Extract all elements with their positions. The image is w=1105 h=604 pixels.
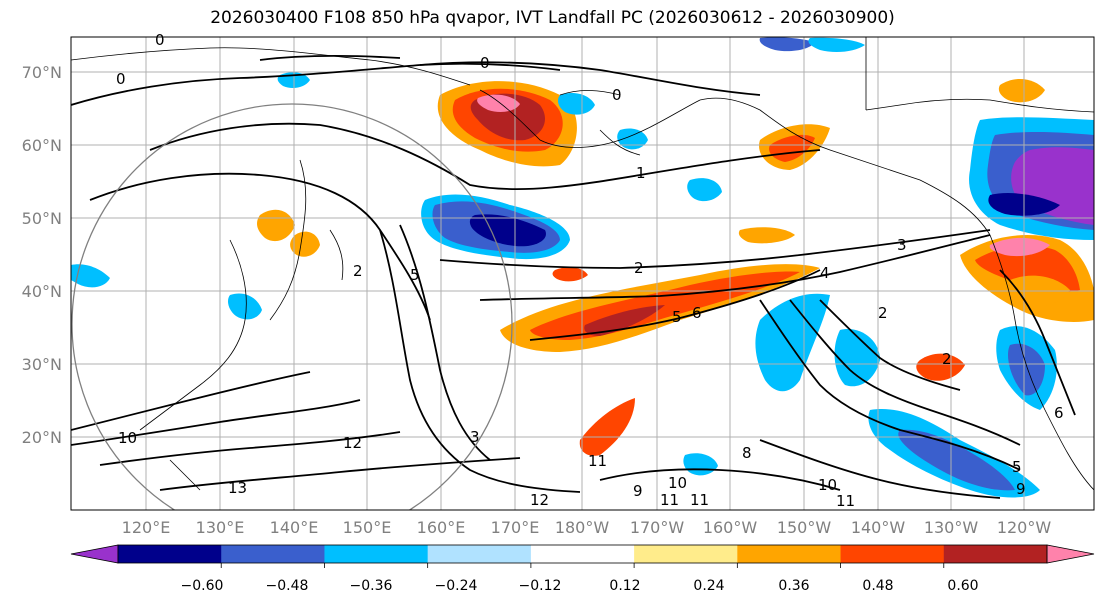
colorbar-min-extension (70, 544, 119, 564)
contour-label: 12 (530, 491, 549, 509)
colorbar-tick-label: 0.24 (693, 578, 724, 594)
lon-label: 170°E (491, 518, 540, 537)
contour-label: 9 (633, 482, 643, 500)
contour-label: 3 (470, 428, 480, 446)
graticule (71, 37, 1094, 510)
contour-label: 2 (353, 262, 363, 280)
colorbar-tick-label: −0.36 (350, 578, 393, 594)
colorbar-segment (427, 545, 532, 563)
contour-label: 0 (116, 70, 126, 88)
colorbar-frame (117, 544, 1048, 564)
longitude-labels: 120°E 130°E 140°E 150°E 160°E 170°E 180°… (122, 518, 1052, 537)
lon-label: 120°W (997, 518, 1052, 537)
colorbar-tick-label: 0.48 (862, 578, 893, 594)
colorbar-segment (737, 545, 842, 563)
colorbar-tick-label: 0.12 (609, 578, 640, 594)
lat-label-60n: 60°N (22, 136, 62, 155)
contour-label: 0 (155, 31, 165, 49)
colorbar-segment (324, 545, 429, 563)
colorbar-segment (943, 545, 1048, 563)
contour-label: 6 (692, 304, 702, 322)
contour-label: 8 (742, 444, 752, 462)
contour-label: 12 (343, 434, 362, 452)
lat-label-30n: 30°N (22, 355, 62, 374)
map-frame (70, 36, 1095, 511)
lon-label: 130°E (196, 518, 245, 537)
colorbar-segment (530, 545, 635, 563)
colorbar-tick-label: 0.36 (778, 578, 809, 594)
contour-label: 6 (1054, 404, 1064, 422)
contour-label: 0 (480, 54, 490, 72)
lon-label: 140°E (270, 518, 319, 537)
colorbar-segment (118, 545, 222, 563)
lon-label: 120°E (122, 518, 171, 537)
contour-label: 9 (1016, 480, 1026, 498)
contour-label: 2 (942, 350, 952, 368)
colorbar-segment (840, 545, 945, 563)
latitude-labels: 70°N 60°N 50°N 40°N 30°N 20°N (22, 63, 62, 447)
lon-label: 140°W (851, 518, 906, 537)
contour-label: 4 (820, 264, 830, 282)
lon-label: 160°E (417, 518, 466, 537)
colorbar-segment (634, 545, 738, 563)
colorbar-tick-label: −0.12 (519, 578, 562, 594)
contour-label: 2 (878, 304, 888, 322)
colorbar-ticks (220, 563, 945, 568)
contour-label: 1 (636, 164, 646, 182)
contour-label: 10 (118, 429, 137, 447)
lon-label: 180°W (555, 518, 610, 537)
contour-label: 11 (836, 492, 855, 510)
lon-label: 130°W (924, 518, 979, 537)
map-title: 2026030400 F108 850 hPa qvapor, IVT Land… (210, 8, 895, 28)
landfall-region-circle (71, 103, 513, 510)
colorbar-tick-label: −0.48 (266, 578, 309, 594)
colorbar-tick-label: 0.60 (947, 578, 978, 594)
lon-label: 170°W (630, 518, 685, 537)
contour-label: 5 (410, 266, 420, 284)
contour-label: 11 (660, 491, 679, 509)
contour-label: 2 (634, 259, 644, 277)
lon-label: 160°W (703, 518, 758, 537)
contour-label: 5 (1012, 458, 1022, 476)
lon-label: 150°E (343, 518, 392, 537)
contour-label: 11 (690, 491, 709, 509)
contour-label: 10 (818, 476, 837, 494)
contour-label: 10 (668, 474, 687, 492)
colorbar-tick-labels: −0.60 −0.48 −0.36 −0.24 −0.12 0.12 0.24 … (181, 578, 979, 594)
contour-label: 5 (672, 308, 682, 326)
lat-label-20n: 20°N (22, 428, 62, 447)
lon-label: 150°W (777, 518, 832, 537)
colorbar-segment (221, 545, 325, 563)
lat-label-40n: 40°N (22, 282, 62, 301)
negative-anomaly-regions (71, 37, 1094, 498)
contour-label-group: 0 0 0 0 1 2 2 3 4 5 6 2 2 3 5 10 12 13 1… (116, 31, 1064, 510)
contour-label: 0 (612, 86, 622, 104)
contour-label: 11 (588, 452, 607, 470)
lat-label-70n: 70°N (22, 63, 62, 82)
colorbar-segments (118, 545, 1048, 563)
lat-label-50n: 50°N (22, 209, 62, 228)
colorbar: −0.60 −0.48 −0.36 −0.24 −0.12 0.12 0.24 … (70, 544, 1095, 594)
contour-label: 3 (897, 236, 907, 254)
contour-label: 13 (228, 479, 247, 497)
colorbar-tick-label: −0.60 (181, 578, 224, 594)
colorbar-max-extension (1046, 544, 1095, 564)
colorbar-tick-label: −0.24 (435, 578, 478, 594)
